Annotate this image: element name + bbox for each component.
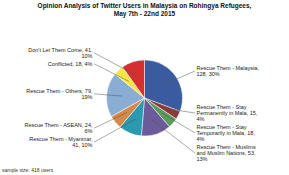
leader-line [94,119,136,142]
leader-line [162,113,195,133]
leader-line [152,120,195,153]
title: Opinion Analysis of Twitter Users in Mal… [38,2,252,18]
leader-line [163,71,195,85]
slice-label: Rescue Them - Malaysia,128, 30% [197,65,260,77]
slice [122,60,144,98]
slice-label: Conflicted, 18, 4% [48,61,93,67]
leader-line [94,113,127,129]
slice-label: Rescue Them - ASEAN, 24,6% [24,122,93,134]
slice-label: Rescue Them - StayPermanently in Mala, 1… [197,104,258,122]
note: sample size: 418 users [2,167,54,173]
slice-label: Rescue Them - StayTemporarily in Mala, 1… [197,124,256,142]
chart: Opinion Analysis of Twitter Users in Mal… [0,0,289,175]
pie [106,60,182,136]
leader-line [94,94,122,96]
leader-line [94,64,129,82]
slice-label: Rescue Them - Others, 79,19% [26,88,93,100]
leader-line [94,53,138,77]
leader-line [165,108,195,113]
slice-label: Rescue Them - Muslimsand Muslim Nations,… [197,144,256,162]
slice-label: Don't Let Them Come, 41,10% [28,47,93,59]
slice-label: Rescue Them - Myanmar,41, 10% [29,136,93,148]
